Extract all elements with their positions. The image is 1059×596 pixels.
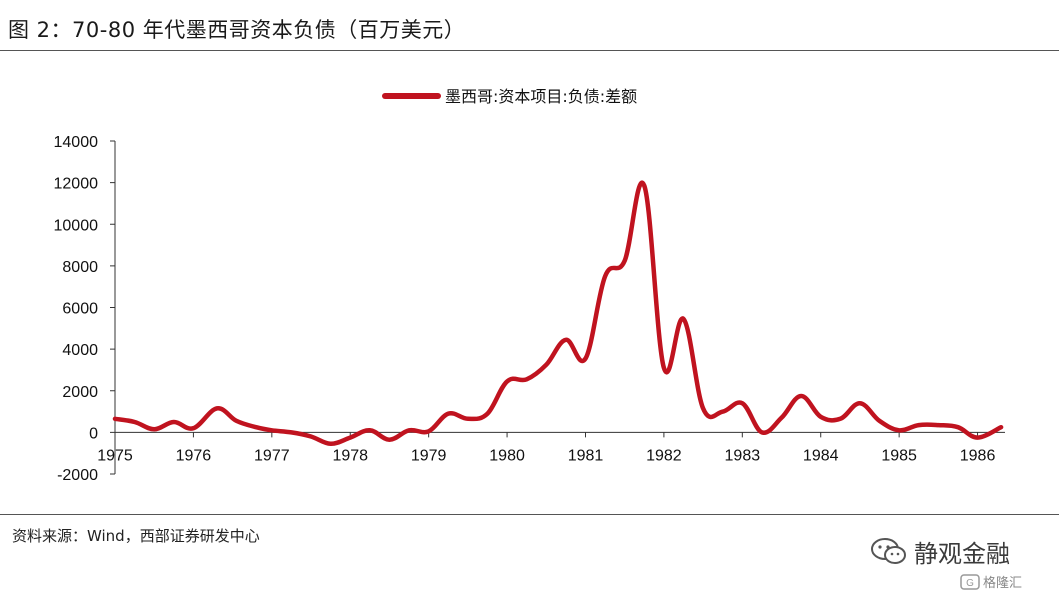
y-tick-label: 0 (89, 425, 98, 442)
x-tick-label: 1976 (176, 447, 212, 464)
x-tick-label: 1986 (960, 447, 996, 464)
x-tick-label: 1984 (803, 447, 839, 464)
watermark-text: 静观金融 (914, 539, 1010, 568)
y-tick-label: 8000 (62, 259, 98, 276)
source-note: 资料来源：Wind，西部证券研发中心 (12, 527, 260, 545)
x-tick-label: 1985 (881, 447, 917, 464)
x-tick-label: 1978 (332, 447, 368, 464)
x-tick-label: 1980 (489, 447, 525, 464)
y-tick-label: 14000 (54, 134, 99, 151)
footer-divider (0, 514, 1059, 515)
y-tick-label: 2000 (62, 384, 98, 401)
corner-logo: G 格隆汇 (960, 572, 1022, 591)
glh-logo-icon: G (960, 573, 980, 590)
y-tick-label: -2000 (57, 467, 98, 484)
chart-legend: 墨西哥:资本项目:负债:差额 (382, 87, 637, 106)
series-line-0 (112, 180, 1004, 447)
x-tick-label: 1977 (254, 447, 290, 464)
plot-area (112, 180, 1004, 447)
x-tick-label: 1981 (568, 447, 604, 464)
x-tick-label: 1982 (646, 447, 682, 464)
y-tick-label: 10000 (54, 217, 99, 234)
legend-label: 墨西哥:资本项目:负债:差额 (445, 87, 637, 106)
title-divider (0, 50, 1059, 51)
corner-logo-text: 格隆汇 (983, 576, 1023, 591)
page-title: 图 2：70-80 年代墨西哥资本负债（百万美元） (8, 18, 466, 42)
svg-text:G: G (966, 578, 974, 589)
x-tick-label: 1979 (411, 447, 447, 464)
x-tick-label: 1975 (97, 447, 133, 464)
line-chart: 墨西哥:资本项目:负债:差额 14000 12000 10000 8000 6000 40… (54, 87, 1005, 484)
wechat-icon (871, 538, 906, 564)
x-tick-label: 1983 (725, 447, 761, 464)
y-tick-label: 6000 (62, 301, 98, 318)
y-tick-label: 12000 (54, 176, 99, 193)
chart-ticks: 14000 12000 10000 8000 6000 4000 2000 0 -2000 197… (54, 134, 996, 484)
watermark: 静观金融 (870, 534, 1010, 568)
y-tick-label: 4000 (62, 342, 98, 359)
